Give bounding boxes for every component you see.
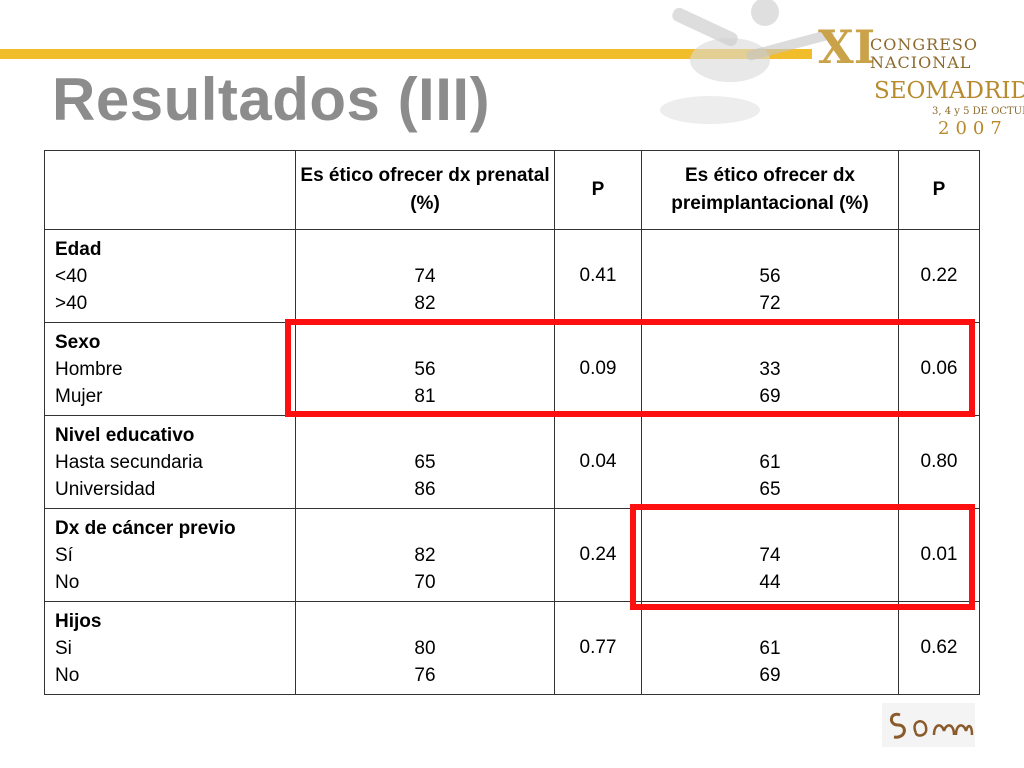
logo-nacional: NACIONAL bbox=[870, 53, 972, 72]
results-table: Es ético ofrecer dx prenatal (%) P Es ét… bbox=[44, 150, 980, 695]
row-sub-label: Sí bbox=[55, 544, 73, 566]
table-row: Sexo Hombre Mujer 56 81 0.09 33 69 0.06 bbox=[44, 322, 980, 416]
preimpl-cell: 56 72 bbox=[641, 229, 899, 323]
prenatal-value: 80 bbox=[414, 637, 436, 659]
p1-cell: 0.41 bbox=[554, 229, 642, 323]
row-label-cell: Hijos Si No bbox=[44, 601, 296, 695]
preimpl-cell: 61 69 bbox=[641, 601, 899, 695]
preimpl-cell: 74 44 bbox=[641, 508, 899, 602]
prenatal-value: 56 bbox=[414, 358, 436, 380]
p1-cell: 0.04 bbox=[554, 415, 642, 509]
preimpl-value: 74 bbox=[759, 544, 781, 566]
prenatal-value: 82 bbox=[414, 292, 436, 314]
prenatal-value: 65 bbox=[414, 451, 436, 473]
header-p1: P bbox=[554, 150, 642, 230]
row-sub-label: >40 bbox=[55, 292, 88, 314]
row-label-cell: Nivel educativo Hasta secundaria Univers… bbox=[44, 415, 296, 509]
row-sub-label: No bbox=[55, 571, 80, 593]
p2-cell: 0.01 bbox=[898, 508, 980, 602]
logo-congreso: CONGRESO bbox=[870, 35, 978, 54]
row-sub-label: <40 bbox=[55, 265, 88, 287]
highlight-box-sexo bbox=[285, 319, 975, 417]
congress-logo bbox=[650, 0, 1024, 150]
p2-cell: 0.80 bbox=[898, 415, 980, 509]
logo-roman-numeral: XI bbox=[818, 20, 876, 74]
header-prenatal: Es ético ofrecer dx prenatal (%) bbox=[295, 150, 555, 230]
row-group-label: Nivel educativo bbox=[55, 424, 195, 446]
p1-cell: 0.24 bbox=[554, 508, 642, 602]
prenatal-cell: 82 70 bbox=[295, 508, 555, 602]
preimpl-value: 69 bbox=[759, 664, 781, 686]
row-sub-label: Hasta secundaria bbox=[55, 451, 203, 473]
preimpl-cell: 61 65 bbox=[641, 415, 899, 509]
microscope-illustration-icon bbox=[660, 0, 834, 124]
prenatal-value: 70 bbox=[414, 571, 436, 593]
preimpl-value: 33 bbox=[759, 358, 781, 380]
prenatal-value: 82 bbox=[414, 544, 436, 566]
header-empty bbox=[44, 150, 296, 230]
header-accent-bar bbox=[0, 49, 812, 59]
table-row: Nivel educativo Hasta secundaria Univers… bbox=[44, 415, 980, 509]
p2-cell: 0.62 bbox=[898, 601, 980, 695]
row-group-label: Sexo bbox=[55, 331, 101, 353]
prenatal-cell: 65 86 bbox=[295, 415, 555, 509]
row-sub-label: Hombre bbox=[55, 358, 123, 380]
row-sub-label: Mujer bbox=[55, 385, 103, 407]
seom-signature-logo bbox=[882, 703, 975, 747]
logo-seom: SEOMADRID bbox=[874, 78, 1024, 104]
table-row: Edad <40 >40 74 82 0.41 56 72 0.22 bbox=[44, 229, 980, 323]
row-sub-label: No bbox=[55, 664, 80, 686]
preimpl-value: 56 bbox=[759, 265, 781, 287]
row-label-cell: Dx de cáncer previo Sí No bbox=[44, 508, 296, 602]
preimpl-value: 72 bbox=[759, 292, 781, 314]
row-label-cell: Edad <40 >40 bbox=[44, 229, 296, 323]
slide-title: Resultados (III) bbox=[52, 66, 491, 133]
table-row: Hijos Si No 80 76 0.77 61 69 0.62 bbox=[44, 601, 980, 695]
p2-cell: 0.22 bbox=[898, 229, 980, 323]
p1-cell: 0.77 bbox=[554, 601, 642, 695]
preimpl-value: 65 bbox=[759, 478, 781, 500]
header-p2: P bbox=[898, 150, 980, 230]
table-row: Dx de cáncer previo Sí No 82 70 0.24 74 … bbox=[44, 508, 980, 602]
preimpl-value: 61 bbox=[759, 451, 781, 473]
prenatal-value: 74 bbox=[414, 265, 436, 287]
preimpl-value: 69 bbox=[759, 385, 781, 407]
header-preimplantacional: Es ético ofrecer dx preimplantacional (%… bbox=[641, 150, 899, 230]
prenatal-cell: 74 82 bbox=[295, 229, 555, 323]
row-group-label: Dx de cáncer previo bbox=[55, 517, 236, 539]
preimpl-value: 61 bbox=[759, 637, 781, 659]
row-group-label: Hijos bbox=[55, 610, 102, 632]
row-sub-label: Universidad bbox=[55, 478, 156, 500]
prenatal-value: 76 bbox=[414, 664, 436, 686]
preimpl-value: 44 bbox=[759, 571, 781, 593]
prenatal-cell: 80 76 bbox=[295, 601, 555, 695]
table-header-row: Es ético ofrecer dx prenatal (%) P Es ét… bbox=[44, 150, 980, 230]
logo-year: 2007 bbox=[938, 118, 1008, 139]
prenatal-value: 81 bbox=[414, 385, 436, 407]
row-group-label: Edad bbox=[55, 238, 102, 260]
highlight-box-cancer bbox=[630, 504, 975, 610]
row-label-cell: Sexo Hombre Mujer bbox=[44, 322, 296, 416]
row-sub-label: Si bbox=[55, 637, 72, 659]
prenatal-value: 86 bbox=[414, 478, 436, 500]
logo-dates: 3, 4 y 5 DE OCTUBRE bbox=[932, 106, 1024, 117]
